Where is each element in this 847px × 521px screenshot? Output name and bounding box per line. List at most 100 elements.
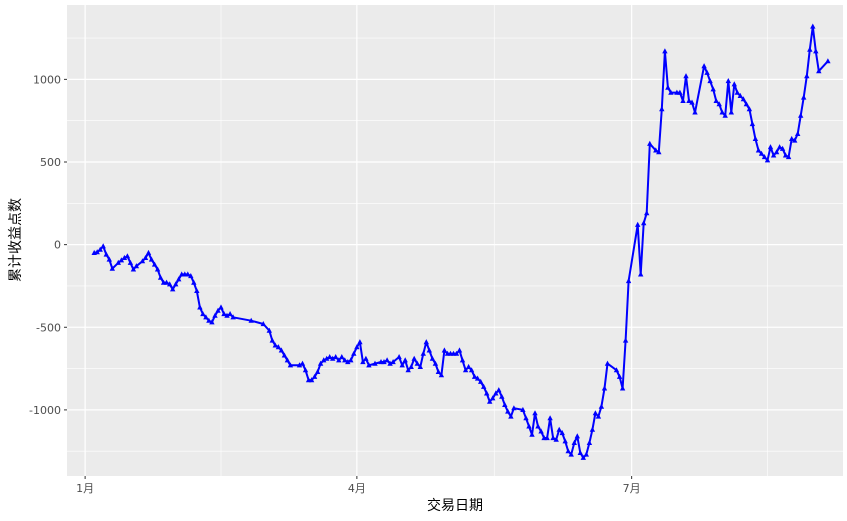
data-point-marker: [133, 263, 140, 269]
data-point-marker: [622, 337, 629, 343]
data-point-marker: [635, 221, 641, 227]
data-point-marker: [299, 360, 306, 366]
data-point-marker: [556, 426, 562, 432]
data-point-marker: [321, 357, 327, 363]
data-point-marker: [230, 314, 236, 320]
data-point-marker: [173, 281, 179, 287]
data-point-marker: [423, 339, 429, 345]
data-point-marker: [459, 357, 466, 363]
data-point-marker: [396, 354, 402, 360]
data-point-marker: [586, 439, 593, 445]
data-point-marker: [592, 410, 599, 416]
data-point-marker: [170, 286, 176, 292]
data-point-marker: [148, 256, 155, 262]
data-point-marker: [638, 271, 644, 277]
data-point-marker: [644, 210, 650, 216]
data-point-marker: [333, 354, 339, 360]
y-tick-label: -1000: [29, 404, 61, 417]
data-point-marker: [97, 246, 103, 252]
data-point-marker: [275, 344, 282, 350]
data-point-marker: [511, 405, 517, 411]
data-point-marker: [767, 144, 774, 150]
data-point-marker: [647, 140, 653, 146]
data-point-marker: [456, 347, 463, 353]
data-point-marker: [468, 367, 475, 373]
data-point-marker: [487, 398, 493, 404]
data-point-marker: [508, 413, 514, 419]
data-point-marker: [785, 154, 792, 160]
data-point-marker: [308, 377, 315, 383]
data-point-marker: [317, 360, 324, 366]
data-point-marker: [825, 58, 831, 64]
data-point-marker: [532, 410, 538, 416]
data-point-marker: [538, 428, 544, 434]
y-tick-label: -500: [36, 321, 61, 334]
data-point-marker: [613, 367, 620, 373]
data-point-marker: [281, 352, 288, 358]
data-point-marker: [115, 259, 121, 265]
data-point-marker: [441, 347, 448, 353]
series-layer: [91, 23, 831, 460]
data-point-marker: [414, 360, 420, 366]
data-point-marker: [366, 362, 372, 368]
data-point-marker: [474, 375, 481, 381]
data-point-marker: [121, 254, 128, 260]
data-point-marker: [595, 413, 602, 419]
data-point-marker: [278, 347, 285, 353]
data-point-marker: [206, 317, 212, 323]
data-point-marker: [197, 304, 203, 310]
data-point-marker: [789, 135, 795, 141]
data-point-marker: [269, 337, 275, 343]
data-point-marker: [568, 451, 574, 457]
data-point-marker: [209, 319, 215, 325]
grid-lines: [67, 5, 843, 476]
data-point-marker: [471, 373, 478, 379]
data-point-marker: [544, 435, 550, 441]
y-tick-label: 500: [40, 156, 61, 169]
x-axis-title: 交易日期: [427, 497, 483, 514]
data-point-marker: [523, 415, 529, 421]
data-point-marker: [405, 367, 411, 373]
data-point-marker: [167, 281, 173, 287]
data-point-marker: [707, 78, 713, 84]
data-point-marker: [215, 307, 221, 313]
data-point-marker: [324, 355, 330, 361]
data-point-marker: [118, 257, 125, 263]
data-point-marker: [327, 354, 333, 360]
data-point-marker: [574, 433, 580, 439]
data-point-marker: [550, 435, 556, 441]
data-point-marker: [402, 357, 408, 363]
data-point-marker: [798, 112, 804, 118]
data-point-marker: [260, 321, 266, 327]
data-point-marker: [399, 362, 405, 368]
data-point-marker: [284, 357, 291, 363]
data-point-marker: [429, 355, 436, 361]
data-point-marker: [227, 311, 233, 317]
data-point-marker: [499, 393, 505, 399]
data-point-marker: [384, 357, 390, 363]
x-tick-label: 7月: [623, 482, 641, 495]
data-point-marker: [505, 408, 511, 414]
data-point-marker: [130, 266, 137, 272]
data-point-marker: [761, 154, 768, 160]
data-point-marker: [719, 109, 725, 115]
data-point-marker: [420, 350, 426, 356]
data-point-marker: [704, 69, 710, 75]
data-point-marker: [710, 86, 716, 92]
data-point-marker: [191, 279, 197, 285]
data-point-marker: [176, 276, 182, 282]
data-point-marker: [200, 311, 206, 317]
data-point-marker: [713, 97, 719, 103]
data-point-marker: [770, 152, 777, 158]
data-point-marker: [432, 360, 439, 366]
data-point-marker: [565, 448, 571, 454]
data-point-marker: [357, 339, 363, 345]
data-point-marker: [616, 373, 623, 379]
x-axis: 1月 4月 7月: [76, 476, 641, 495]
data-point-marker: [683, 73, 689, 79]
data-point-marker: [106, 256, 112, 262]
data-point-marker: [224, 312, 230, 318]
data-point-marker: [571, 439, 577, 445]
data-point-marker: [728, 109, 734, 115]
